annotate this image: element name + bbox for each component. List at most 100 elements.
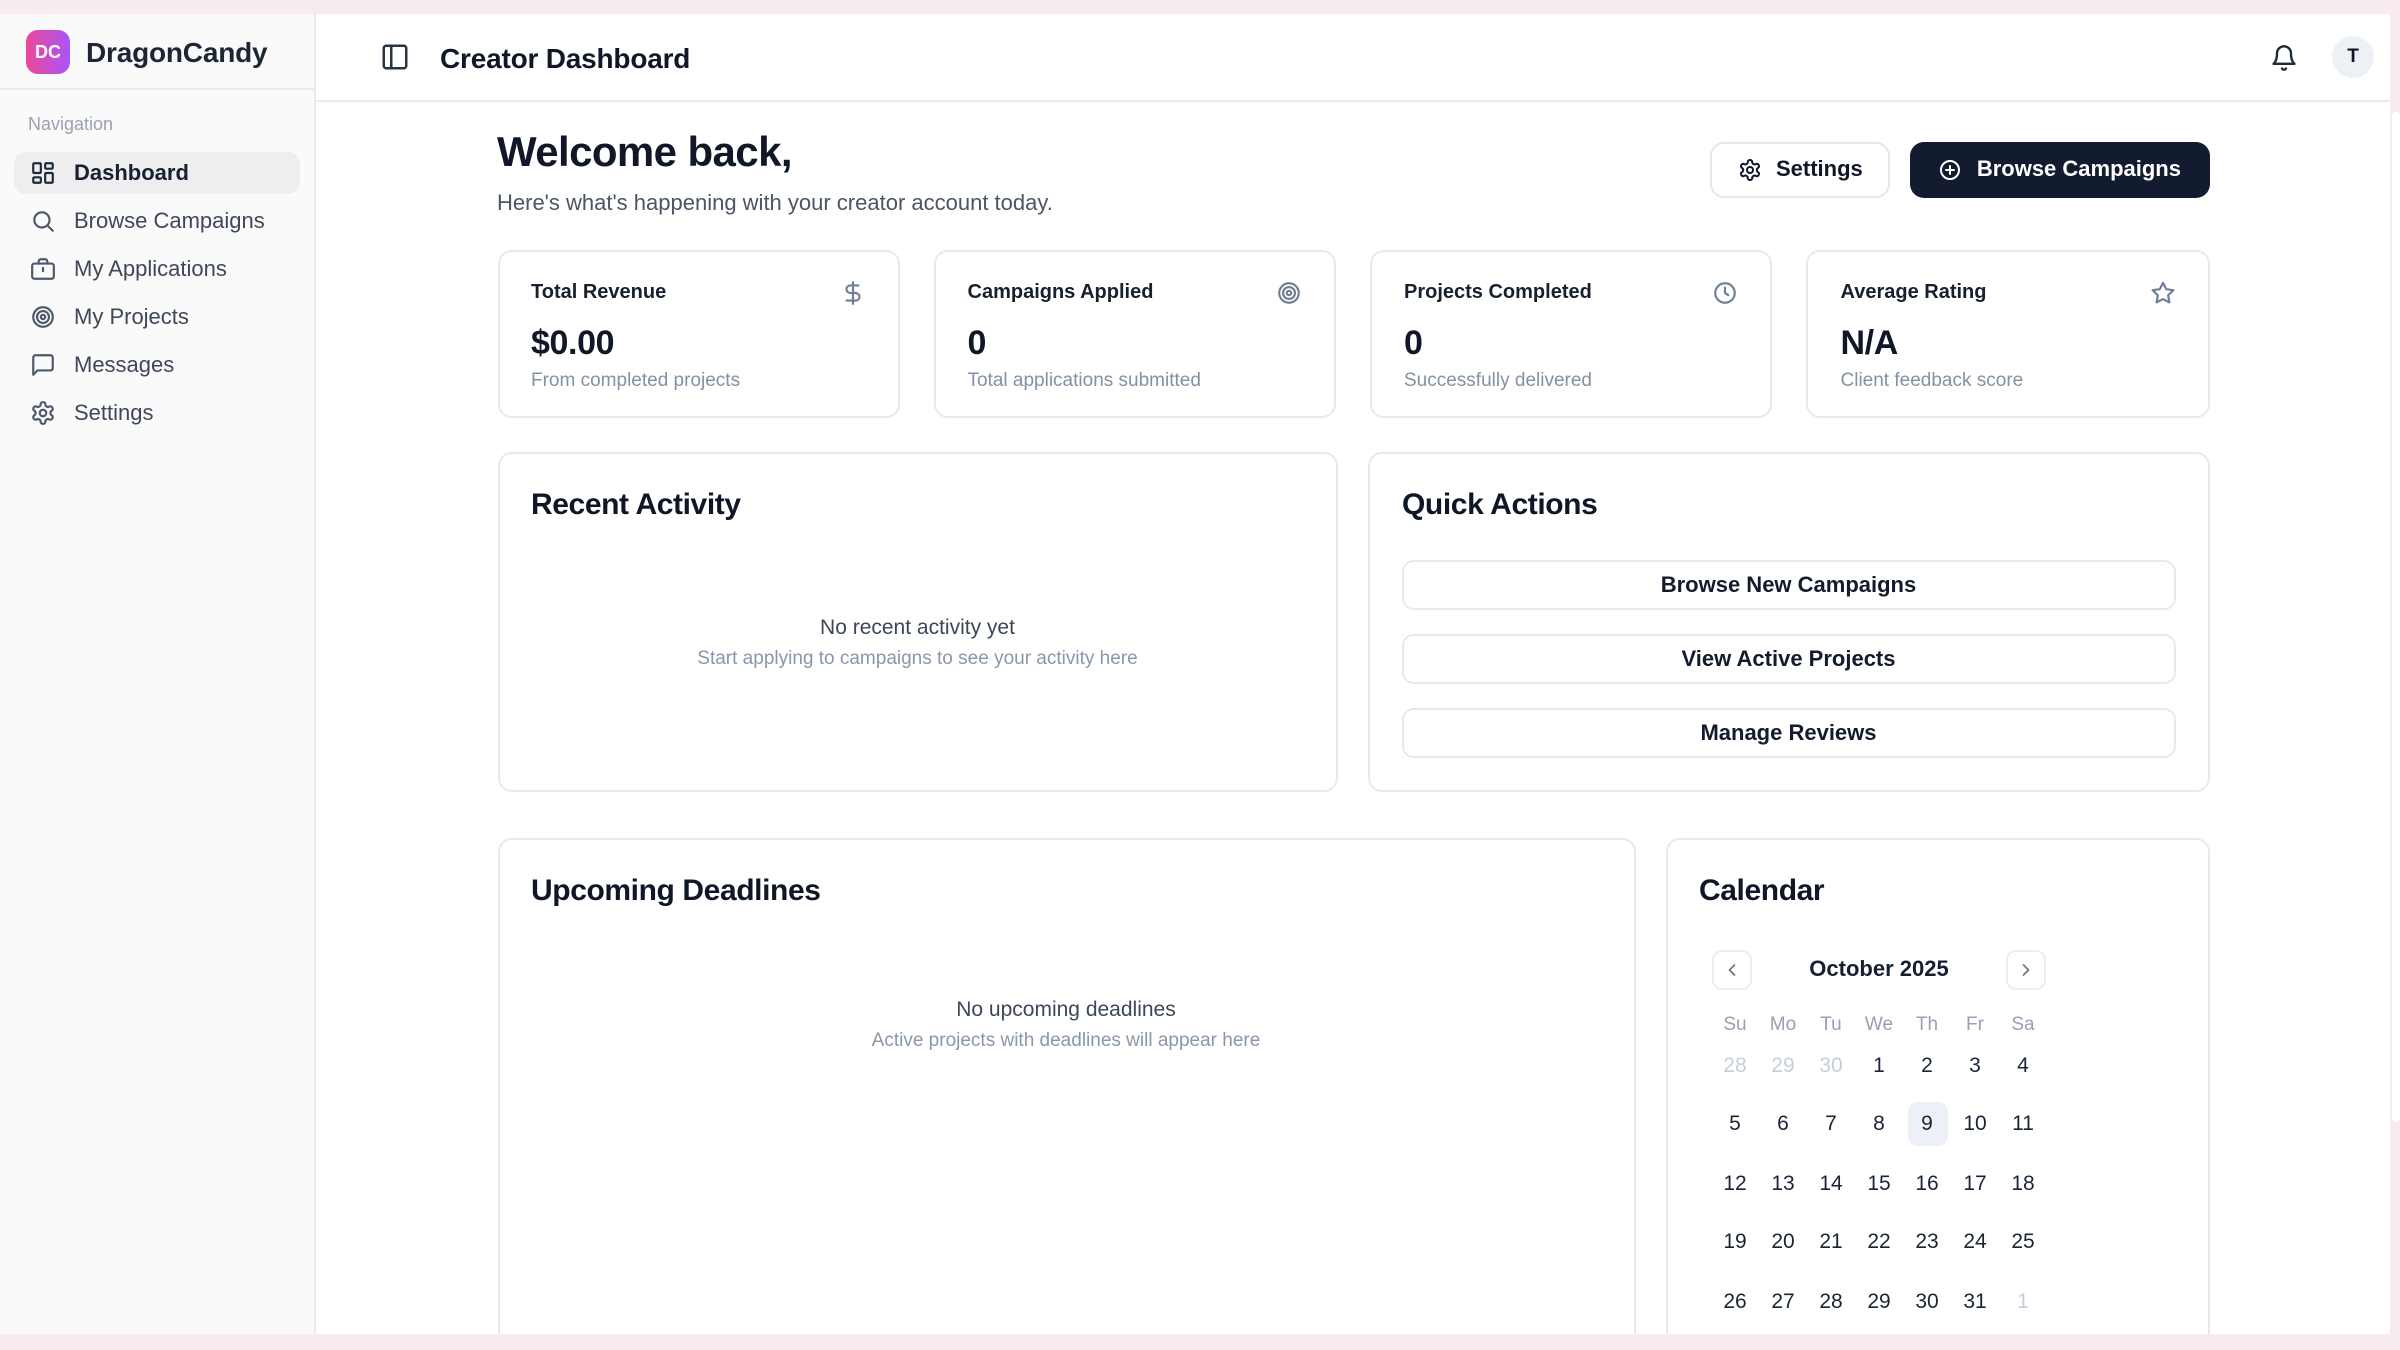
calendar-day-cell[interactable]: 30 xyxy=(1903,1272,1951,1331)
calendar-day-number: 29 xyxy=(1771,1053,1795,1078)
calendar-day-number: 28 xyxy=(1723,1053,1747,1078)
calendar-day-cell[interactable]: 7 xyxy=(1807,1095,1855,1154)
notifications-button[interactable] xyxy=(2262,35,2306,79)
calendar-day-cell[interactable]: 28 xyxy=(1807,1272,1855,1331)
calendar-day-cell[interactable]: 13 xyxy=(1759,1154,1807,1213)
calendar-next-button[interactable] xyxy=(2006,950,2047,990)
quick-actions-list: Browse New Campaigns View Active Project… xyxy=(1402,560,2175,758)
sidebar-nav-item[interactable]: My Applications xyxy=(14,248,300,290)
panel-left-icon xyxy=(379,42,409,72)
calendar-day-cell[interactable]: 26 xyxy=(1711,1272,1759,1331)
calendar-day-cell[interactable]: 18 xyxy=(1999,1154,2047,1213)
calendar-day-number: 1 xyxy=(2017,1289,2029,1314)
calendar-day-cell[interactable]: 10 xyxy=(1951,1095,1999,1154)
calendar-day-cell[interactable]: 16 xyxy=(1903,1154,1951,1213)
calendar-day-cell[interactable]: 12 xyxy=(1711,1154,1759,1213)
stat-value: 0 xyxy=(967,324,987,362)
calendar-day-cell[interactable]: 5 xyxy=(1711,1095,1759,1154)
stat-caption: Successfully delivered xyxy=(1404,370,1592,392)
calendar-weekday: Mo xyxy=(1769,1014,1797,1036)
stat-title: Total Revenue xyxy=(531,282,667,304)
calendar-day-cell[interactable]: 20 xyxy=(1759,1213,1807,1272)
calendar-day-number: 29 xyxy=(1867,1289,1891,1314)
calendar-day-cell[interactable]: 1 xyxy=(1855,1036,1903,1095)
calendar-day-cell[interactable]: 11 xyxy=(1999,1095,2047,1154)
calendar-day-number: 17 xyxy=(1963,1171,1987,1196)
calendar-day-cell[interactable]: 22 xyxy=(1855,1213,1903,1272)
recent-activity-empty-state: No recent activity yet Start applying to… xyxy=(531,616,1304,670)
avatar[interactable]: T xyxy=(2332,36,2374,78)
brand: DC DragonCandy xyxy=(0,14,314,90)
nav-section-label: Navigation xyxy=(28,114,114,134)
upcoming-deadlines-card: Upcoming Deadlines No upcoming deadlines… xyxy=(497,838,1635,1334)
calendar-day-number: 10 xyxy=(1963,1112,1987,1137)
calendar-day-number: 25 xyxy=(2011,1230,2035,1255)
sidebar-nav-item[interactable]: My Projects xyxy=(14,296,300,338)
empty-state-title: No recent activity yet xyxy=(820,616,1015,640)
stat-title: Projects Completed xyxy=(1404,282,1592,304)
calendar-day-cell[interactable]: 23 xyxy=(1903,1213,1951,1272)
calendar-day-cell[interactable]: 9 xyxy=(1903,1095,1951,1154)
calendar-day-cell[interactable]: 29 xyxy=(1855,1272,1903,1331)
calendar-day-number: 1 xyxy=(1873,1053,1885,1078)
stat-value: $0.00 xyxy=(531,324,615,362)
stat-title: Average Rating xyxy=(1840,282,1987,304)
calendar-day-number: 7 xyxy=(1825,1112,1837,1137)
calendar-day-cell[interactable]: 25 xyxy=(1999,1213,2047,1272)
stat-card: Projects Completed 0 Successfully delive… xyxy=(1370,250,1773,418)
browse-campaigns-button[interactable]: Browse Campaigns xyxy=(1910,142,2209,198)
briefcase-icon xyxy=(30,256,56,282)
calendar-day-number: 2 xyxy=(1921,1053,1933,1078)
calendar-day-number: 23 xyxy=(1915,1230,1939,1255)
sidebar-nav-item-label: My Projects xyxy=(74,305,189,329)
dollar-icon xyxy=(840,280,866,306)
quick-action-button[interactable]: Manage Reviews xyxy=(1402,708,2175,758)
calendar-weekday: We xyxy=(1864,1014,1894,1036)
calendar-day-cell[interactable]: 3 xyxy=(1951,1036,1999,1095)
quick-action-button[interactable]: View Active Projects xyxy=(1402,634,2175,684)
calendar-day-cell[interactable]: 1 xyxy=(1999,1272,2047,1331)
settings-button[interactable]: Settings xyxy=(1710,142,1891,198)
calendar-prev-button[interactable] xyxy=(1711,950,1751,990)
calendar-day-cell[interactable]: 31 xyxy=(1951,1272,1999,1331)
recent-activity-card: Recent Activity No recent activity yet S… xyxy=(497,452,1338,792)
quick-action-button[interactable]: Browse New Campaigns xyxy=(1402,560,2175,610)
calendar-day-cell[interactable]: 29 xyxy=(1759,1036,1807,1095)
hero-section: Welcome back, Here's what's happening wi… xyxy=(497,128,2209,216)
chevron-right-icon xyxy=(2017,960,2037,980)
calendar-day-cell[interactable]: 24 xyxy=(1951,1213,1999,1272)
calendar-day-cell[interactable]: 6 xyxy=(1759,1095,1807,1154)
stat-card: Total Revenue $0.00 From completed proje… xyxy=(497,250,900,418)
calendar-day-cell[interactable]: 4 xyxy=(1999,1036,2047,1095)
calendar-day-cell[interactable]: 14 xyxy=(1807,1154,1855,1213)
topbar: Creator Dashboard T xyxy=(316,14,2390,102)
calendar-day-number: 27 xyxy=(1771,1289,1795,1314)
calendar-weekday: Tu xyxy=(1820,1014,1842,1036)
bell-icon xyxy=(2270,43,2298,71)
sidebar-nav-item[interactable]: Settings xyxy=(14,392,300,434)
circle-plus-icon xyxy=(1939,158,1963,182)
stat-title: Campaigns Applied xyxy=(967,282,1154,304)
calendar-weekday: Th xyxy=(1915,1014,1939,1036)
page-title: Creator Dashboard xyxy=(440,41,691,73)
calendar-day-cell[interactable]: 30 xyxy=(1807,1036,1855,1095)
empty-state-caption: Start applying to campaigns to see your … xyxy=(697,648,1138,670)
calendar-day-cell[interactable]: 28 xyxy=(1711,1036,1759,1095)
calendar-day-cell[interactable]: 19 xyxy=(1711,1213,1759,1272)
calendar-day-number: 14 xyxy=(1819,1171,1843,1196)
calendar-day-cell[interactable]: 15 xyxy=(1855,1154,1903,1213)
sidebar-nav-item[interactable]: Browse Campaigns xyxy=(14,200,300,242)
calendar-day-cell[interactable]: 21 xyxy=(1807,1213,1855,1272)
sidebar-toggle-button[interactable] xyxy=(372,35,416,79)
calendar-day-number: 6 xyxy=(1777,1112,1789,1137)
sidebar-nav-item[interactable]: Messages xyxy=(14,344,300,386)
calendar-day-cell[interactable]: 8 xyxy=(1855,1095,1903,1154)
scrollbar-thumb[interactable] xyxy=(2391,112,2400,1122)
app-window: DC DragonCandy Navigation Dashboard xyxy=(0,14,2390,1334)
calendar-day-cell[interactable]: 17 xyxy=(1951,1154,1999,1213)
layout-dashboard-icon xyxy=(30,160,56,186)
calendar-day-cell[interactable]: 27 xyxy=(1759,1272,1807,1331)
calendar-day-cell[interactable]: 2 xyxy=(1903,1036,1951,1095)
sidebar-nav-item[interactable]: Dashboard xyxy=(14,152,300,194)
